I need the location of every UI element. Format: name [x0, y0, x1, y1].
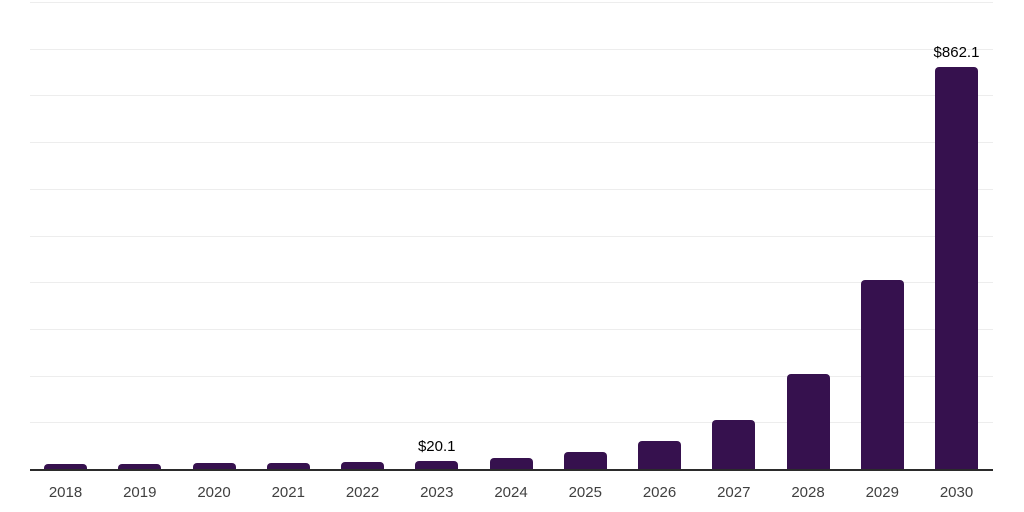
gridline — [30, 142, 993, 144]
gridline — [30, 95, 993, 97]
x-axis-label-2018: 2018 — [48, 484, 83, 501]
bar-2030[interactable] — [935, 67, 978, 470]
bar-2027[interactable] — [712, 419, 756, 470]
x-axis-label-2022: 2022 — [345, 484, 380, 501]
bar-2018[interactable] — [44, 463, 87, 470]
bar-2029[interactable] — [860, 280, 904, 470]
bar-value-label-2030: $862.1 — [933, 44, 980, 62]
bar-value-label-2023: $20.1 — [417, 437, 456, 455]
bar-2020[interactable] — [192, 463, 236, 470]
x-axis-label-2024: 2024 — [494, 484, 528, 501]
x-axis: 2018 2019 2020 2021 2022 2023 2024 2025 2026 2027… — [30, 483, 993, 505]
gridline — [30, 48, 993, 50]
gridline — [30, 2, 993, 3]
gridline — [30, 422, 993, 424]
bar-2023[interactable] — [415, 460, 459, 470]
bar-2024[interactable] — [489, 458, 533, 470]
x-axis-label-2029: 2029 — [865, 484, 899, 501]
gridline — [30, 282, 993, 284]
gridline — [30, 328, 993, 330]
bar-2022[interactable] — [341, 462, 384, 470]
gridline — [30, 235, 993, 237]
x-axis-label-2027: 2027 — [717, 484, 751, 501]
gridline — [30, 188, 993, 190]
x-axis-label-2026: 2026 — [642, 484, 677, 501]
x-axis-label-2021: 2021 — [271, 484, 305, 501]
x-axis-label-2030: 2030 — [939, 484, 974, 501]
x-axis-label-2019: 2019 — [123, 484, 157, 501]
x-axis-label-2023: 2023 — [420, 484, 454, 501]
x-axis-label-2028: 2028 — [791, 484, 825, 501]
bar-2026[interactable] — [638, 441, 681, 470]
plot-area: $20.1 $862.1 — [30, 2, 993, 470]
x-axis-line — [30, 469, 993, 471]
bar-2021[interactable] — [266, 463, 310, 470]
bar-2019[interactable] — [118, 463, 162, 470]
x-axis-label-2020: 2020 — [197, 484, 231, 501]
gridline — [30, 375, 993, 377]
bar-2028[interactable] — [786, 374, 830, 470]
bar-2025[interactable] — [563, 452, 607, 470]
x-axis-label-2025: 2025 — [568, 484, 602, 501]
